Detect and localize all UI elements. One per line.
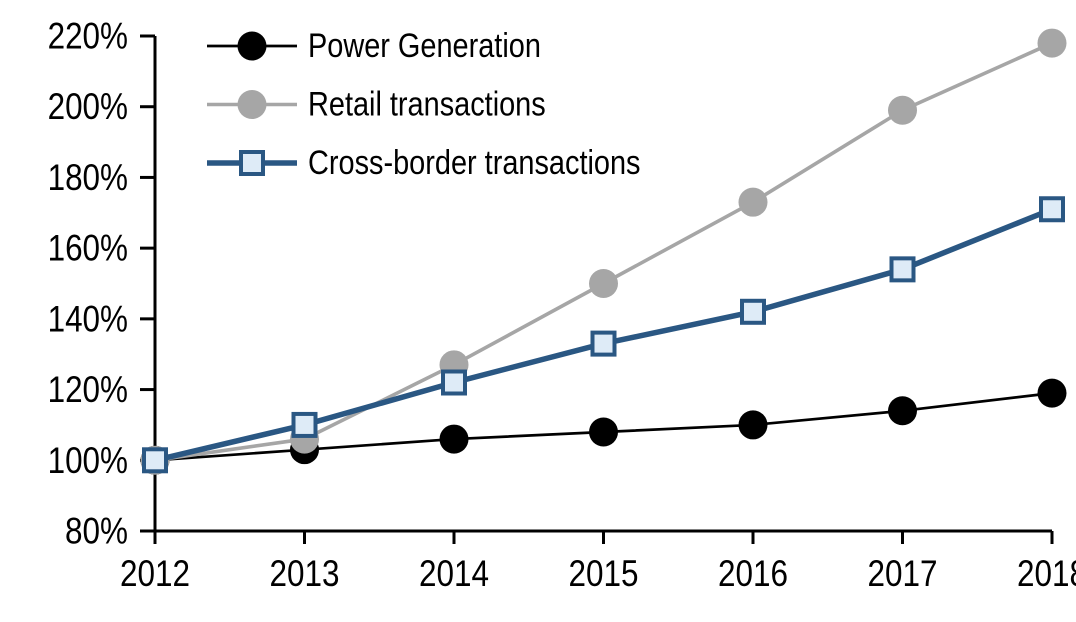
data-point-cross-border-transactions-2018 xyxy=(1039,196,1065,223)
data-point-power-generation-2014 xyxy=(439,424,469,454)
legend-marker-circle xyxy=(237,31,267,61)
x-axis-tick-label: 2016 xyxy=(718,553,788,594)
legend-marker-circle xyxy=(237,90,267,119)
x-axis-tick-label: 2012 xyxy=(120,553,190,594)
data-point-power-generation-2018 xyxy=(1037,378,1067,408)
data-point-power-generation-2017 xyxy=(888,396,917,426)
legend-marker-square xyxy=(239,150,265,176)
y-axis-tick-label: 200% xyxy=(48,86,128,127)
y-axis-tick-label: 180% xyxy=(48,157,128,198)
data-point-cross-border-transactions-2012 xyxy=(142,447,168,474)
legend-label: Cross-border transactions xyxy=(308,144,641,182)
data-point-retail-transactions-2017 xyxy=(888,95,917,125)
legend-item-retail-transactions: Retail transactions xyxy=(207,86,546,124)
legend-label: Power Generation xyxy=(308,27,541,65)
y-axis-tick-label: 140% xyxy=(48,298,128,339)
legend-item-power-generation: Power Generation xyxy=(207,27,541,65)
y-axis-tick-label: 80% xyxy=(65,511,128,552)
data-point-cross-border-transactions-2013 xyxy=(291,411,318,438)
x-axis-tick-label: 2013 xyxy=(270,553,340,594)
legend: Power Generation Retail transactions Cross… xyxy=(207,27,641,182)
data-point-retail-transactions-2015 xyxy=(589,269,618,298)
data-point-cross-border-transactions-2017 xyxy=(889,256,916,283)
data-point-power-generation-2016 xyxy=(738,410,768,440)
data-point-cross-border-transactions-2015 xyxy=(590,330,617,357)
x-axis-tick-label: 2014 xyxy=(419,553,489,594)
x-axis-tick-label: 2017 xyxy=(868,553,938,594)
y-axis-tick-label: 220% xyxy=(48,16,128,57)
y-axis-tick-label: 100% xyxy=(48,440,128,481)
data-point-cross-border-transactions-2016 xyxy=(740,298,766,325)
data-point-power-generation-2015 xyxy=(589,417,618,447)
chart-svg: 80% 100% 120% 140% 160% 180% 200% 220% 2012 2013 2… xyxy=(48,16,1076,594)
legend-item-cross-border-transactions: Cross-border transactions xyxy=(207,144,641,182)
x-axis-tick-label: 2015 xyxy=(569,553,639,594)
indexed-growth-line-chart: 80% 100% 120% 140% 160% 180% 200% 220% 2012 2013 2… xyxy=(40,16,1076,606)
series-cross-border-transactions xyxy=(142,196,1065,474)
legend-label: Retail transactions xyxy=(308,86,546,124)
y-axis-tick-label: 160% xyxy=(48,228,128,269)
data-point-retail-transactions-2018 xyxy=(1037,28,1067,58)
x-axis-tick-label: 2018 xyxy=(1017,553,1076,594)
y-axis-tick-label: 120% xyxy=(48,369,128,410)
series-power-generation xyxy=(140,378,1067,475)
data-point-retail-transactions-2016 xyxy=(738,187,768,217)
data-point-cross-border-transactions-2014 xyxy=(441,369,467,396)
